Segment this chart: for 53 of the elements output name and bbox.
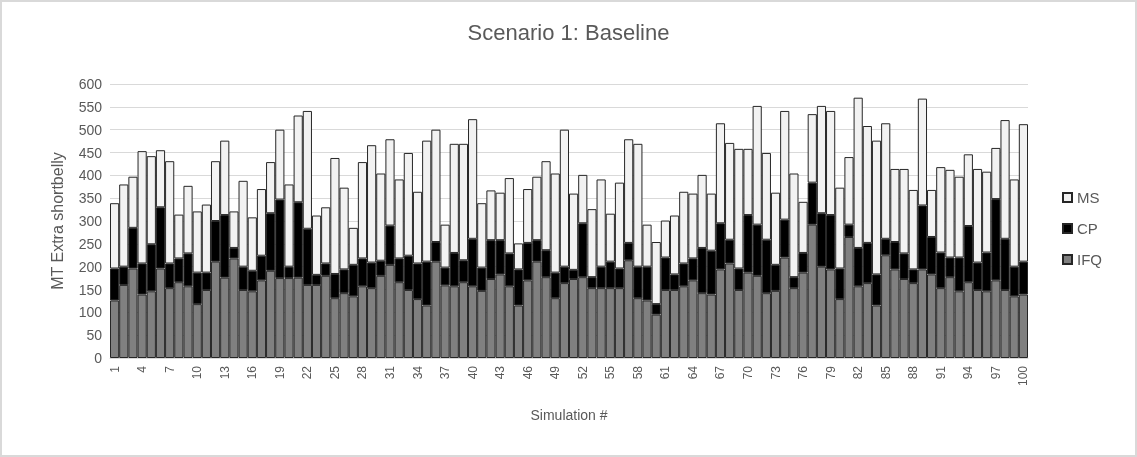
x-tick-label: 94 xyxy=(961,365,976,380)
x-tick-label: 40 xyxy=(465,365,480,380)
x-tick-label: 37 xyxy=(438,365,453,380)
x-tick-label: 73 xyxy=(768,365,783,380)
x-tick-label: 46 xyxy=(520,365,535,380)
y-tick-label: 300 xyxy=(78,213,103,229)
x-tick-label: 70 xyxy=(741,365,756,380)
y-tick-label: 400 xyxy=(78,167,103,184)
x-tick-label: 31 xyxy=(382,365,397,380)
x-tick-label: 76 xyxy=(796,365,811,380)
y-tick-label: 250 xyxy=(78,235,103,252)
x-tick-label: 34 xyxy=(410,365,425,380)
x-tick-label: 55 xyxy=(603,365,618,380)
x-tick-label: 4 xyxy=(135,365,150,373)
x-tick-label: 25 xyxy=(327,365,342,380)
x-tick-label: 88 xyxy=(906,365,921,380)
x-tick-label: 52 xyxy=(575,365,590,380)
legend-label: MS xyxy=(1077,189,1100,206)
x-tick-label: 100 xyxy=(1016,365,1031,387)
x-tick-label: 85 xyxy=(878,365,893,380)
x-axis-title: Simulation # xyxy=(530,407,608,423)
x-tick-label: 58 xyxy=(630,365,645,380)
y-tick-label: 500 xyxy=(78,121,103,138)
y-tick-label: 450 xyxy=(78,144,103,161)
x-tick-label: 19 xyxy=(272,365,287,380)
x-tick-label: 28 xyxy=(355,365,370,380)
x-tick-label: 16 xyxy=(245,365,260,380)
y-tick-label: 50 xyxy=(86,327,103,344)
x-tick-label: 10 xyxy=(190,365,205,380)
x-tick-label: 79 xyxy=(823,365,838,380)
y-tick-label: 600 xyxy=(78,76,103,92)
y-tick-label: 0 xyxy=(94,350,103,366)
x-tick-label: 61 xyxy=(658,365,673,380)
y-tick-label: 100 xyxy=(78,304,103,321)
x-tick-label: 7 xyxy=(162,365,177,373)
x-tick-label: 43 xyxy=(493,365,508,380)
y-tick-label: 350 xyxy=(78,190,103,207)
y-tick-label: 150 xyxy=(78,281,103,298)
x-tick-label: 1 xyxy=(107,365,122,373)
y-tick-label: 550 xyxy=(78,98,103,115)
y-axis-title: MT Extra shortbelly xyxy=(48,152,66,290)
x-tick-label: 64 xyxy=(685,365,700,380)
chart-title: Scenario 1: Baseline xyxy=(467,19,670,45)
x-tick-label: 82 xyxy=(851,365,866,380)
legend-label: CP xyxy=(1077,220,1098,237)
legend-label: IFQ xyxy=(1077,251,1102,268)
x-tick-label: 97 xyxy=(988,365,1003,380)
x-tick-label: 91 xyxy=(933,365,948,380)
y-tick-label: 200 xyxy=(78,258,103,275)
x-tick-label: 22 xyxy=(300,365,315,380)
x-tick-label: 67 xyxy=(713,365,728,380)
x-tick-label: 49 xyxy=(548,365,563,380)
x-tick-label: 13 xyxy=(217,365,232,380)
